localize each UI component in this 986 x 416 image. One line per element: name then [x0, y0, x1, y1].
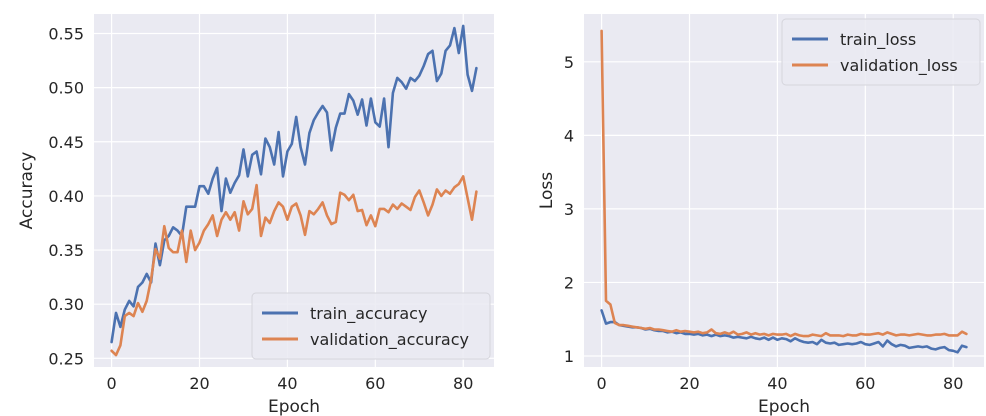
- x-tick-label: 20: [679, 374, 699, 393]
- y-tick-label: 0.55: [48, 24, 84, 43]
- legend-label-train_loss: train_loss: [840, 30, 916, 50]
- y-tick-label: 2: [564, 273, 574, 292]
- x-tick-label: 80: [453, 374, 473, 393]
- y-tick-label: 0.35: [48, 241, 84, 260]
- legend-label-validation_accuracy: validation_accuracy: [310, 330, 469, 350]
- legend-box: [251, 292, 491, 360]
- legend: train_accuracy validation_accuracy: [251, 292, 491, 360]
- series-line-validation_accuracy: [110, 175, 478, 357]
- x-axis-label: Epoch: [268, 397, 320, 416]
- x-tick-label: 40: [277, 374, 297, 393]
- y-tick-label: 1: [564, 347, 574, 366]
- legend: train_loss validation_loss: [781, 18, 981, 86]
- y-tick-label: 4: [564, 126, 574, 145]
- y-tick-label: 0.50: [48, 79, 84, 98]
- y-tick-label: 5: [564, 53, 574, 72]
- series-line-train_accuracy: [110, 24, 478, 344]
- series-line-validation_loss: [600, 29, 968, 338]
- legend-label-train_accuracy: train_accuracy: [310, 304, 427, 324]
- accuracy-chart: 0 20 40 60 80 0.25 0.30 0.35 0.40 0.45 0.50 0.55 Epo…: [17, 14, 494, 416]
- y-axis-label: Accuracy: [17, 152, 37, 230]
- x-axis-label: Epoch: [758, 397, 810, 416]
- x-tick-label: 60: [365, 374, 385, 393]
- y-tick-label: 3: [564, 200, 574, 219]
- x-tick-label: 40: [767, 374, 787, 393]
- y-tick-label: 0.40: [48, 187, 84, 206]
- y-tick-label: 0.25: [48, 349, 84, 368]
- y-axis-label: Loss: [537, 172, 557, 209]
- y-tick-label: 0.45: [48, 133, 84, 152]
- x-tick-label: 80: [943, 374, 963, 393]
- legend-label-validation_loss: validation_loss: [840, 56, 958, 76]
- y-tick-label: 0.30: [48, 295, 84, 314]
- legend-box: [781, 18, 981, 86]
- x-tick-label: 0: [596, 374, 606, 393]
- x-tick-label: 60: [855, 374, 875, 393]
- x-tick-label: 0: [106, 374, 116, 393]
- x-tick-label: 20: [189, 374, 209, 393]
- loss-chart: 0 20 40 60 80 1 2 3 4 5 Epoch Loss train_lossvalidat…: [537, 14, 984, 416]
